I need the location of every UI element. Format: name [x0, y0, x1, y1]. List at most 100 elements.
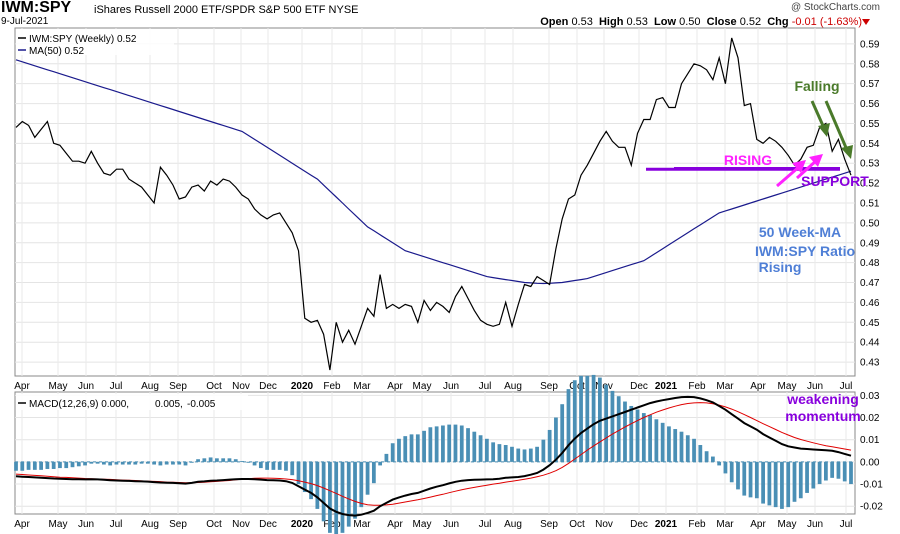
histogram-bar — [189, 461, 194, 463]
histogram-bar — [14, 461, 18, 471]
histogram-bar — [484, 438, 489, 462]
price-frame — [14, 27, 856, 377]
histogram-bar — [824, 461, 828, 481]
histogram-bar — [510, 446, 514, 462]
histogram-bar — [403, 436, 408, 462]
x-tick-label: Apr — [750, 381, 766, 392]
chg-value: -0.01 (-1.63%) — [791, 16, 862, 28]
histogram-bar — [428, 427, 433, 462]
histogram-bar — [761, 461, 765, 504]
high-value: 0.53 — [626, 16, 648, 28]
histogram-bar — [422, 430, 426, 462]
histogram-bar — [491, 442, 496, 462]
macd-x-tick-label: Mar — [353, 519, 371, 530]
macd-x-tick-label: Aug — [141, 519, 159, 530]
macd-y-tick-label: 0.01 — [860, 435, 880, 446]
histogram-bar — [748, 461, 753, 498]
ma50-line — [15, 59, 852, 285]
histogram-bar — [20, 461, 25, 471]
y-tick-label: 0.46 — [860, 298, 880, 309]
histogram-bar — [114, 461, 119, 465]
histogram-bar — [736, 461, 740, 490]
histogram-bar — [635, 409, 640, 462]
histogram-bar — [685, 435, 690, 462]
histogram-bar — [729, 461, 734, 483]
y-tick-label: 0.48 — [860, 258, 880, 269]
histogram-bar — [472, 431, 477, 462]
histogram-bar — [742, 461, 747, 496]
macd-x-tick-label: Jul — [479, 519, 492, 530]
annotation-weakening: weakening — [786, 391, 859, 407]
down-arrow-icon — [862, 19, 870, 25]
histogram-bar — [528, 448, 533, 462]
x-tick-label: Jul — [479, 381, 492, 392]
histogram-bar — [754, 461, 759, 499]
histogram-bar — [409, 434, 414, 462]
histogram-bar — [240, 460, 244, 462]
macd-x-tick-label: Oct — [206, 519, 222, 530]
y-tick-label: 0.53 — [860, 159, 880, 170]
macd-x-tick-label: Feb — [323, 519, 341, 530]
histogram-bar — [76, 461, 81, 467]
histogram-bar — [39, 461, 43, 470]
y-tick-label: 0.51 — [860, 198, 880, 209]
chart-subtitle: iShares Russell 2000 ETF/SPDR S&P 500 ET… — [94, 4, 359, 16]
macd-legend-bg — [16, 394, 248, 410]
annotation-label: RISING — [724, 152, 772, 168]
histogram-bar — [45, 461, 50, 469]
histogram-bar — [466, 428, 470, 462]
macd-x-tick-label: Feb — [688, 519, 706, 530]
histogram-bar — [365, 461, 370, 495]
histogram-bar — [70, 461, 75, 468]
histogram-bar — [139, 461, 144, 464]
macd-x-tick-label: Dec — [630, 519, 648, 530]
histogram-bar — [842, 461, 847, 482]
macd-panel: -0.02 -0.01 0.00 0.01 0.02 0.03 Apr May Jun Jul Au… — [14, 374, 883, 534]
histogram-bar — [692, 438, 696, 462]
histogram-bar — [478, 435, 483, 462]
macd-legend: MACD(12,26,9) 0.000, 0.005, -0.005 — [16, 394, 248, 410]
histogram-bar — [145, 461, 150, 464]
x-tick-label: Jul — [840, 381, 853, 392]
macd-x-tick-label: Oct — [569, 519, 585, 530]
histogram-bar — [541, 439, 546, 462]
histogram-bar — [773, 461, 778, 508]
x-tick-label: Jul — [110, 381, 123, 392]
histogram-bar — [447, 424, 452, 462]
macd-x-tick-label: May — [49, 519, 68, 530]
histogram-bar — [384, 453, 389, 462]
macd-line — [15, 395, 852, 517]
macd-x-tick-label: Mar — [716, 519, 734, 530]
histogram-bar — [340, 461, 345, 533]
histogram-bar — [767, 461, 772, 506]
x-tick-label: Jun — [443, 381, 459, 392]
histogram-bar — [554, 417, 558, 462]
x-tick-label: May — [49, 381, 68, 392]
falling-arrow-1 — [810, 100, 826, 129]
y-tick-label: 0.58 — [860, 59, 880, 70]
x-tick-label: Feb — [688, 381, 706, 392]
falling-arrowhead-1 — [818, 123, 830, 137]
histogram-bar — [202, 458, 207, 462]
histogram-bar — [346, 461, 351, 527]
histogram-bar — [723, 461, 728, 474]
y-tick-label: 0.59 — [860, 39, 880, 50]
macd-y-tick-label: 0.03 — [860, 391, 880, 402]
histogram-bar — [58, 461, 62, 469]
histogram-bar — [786, 461, 791, 508]
histogram-bar — [296, 461, 301, 485]
histogram-bar — [152, 461, 157, 465]
histogram-bar — [102, 461, 106, 465]
falling-arrowhead-2 — [841, 145, 853, 159]
histogram-bar — [453, 424, 458, 462]
macd-x-tick-label: Jun — [78, 519, 94, 530]
macd-legend-entry: 0.005, — [155, 399, 183, 410]
histogram-bar — [271, 461, 276, 470]
histogram-bar — [246, 461, 251, 463]
histogram-bar — [177, 461, 182, 465]
macd-x-tick-label: Jun — [807, 519, 823, 530]
annotation-label: Rising — [759, 259, 802, 275]
histogram-bar — [221, 458, 226, 462]
macd-x-tick-label: Jul — [840, 519, 853, 530]
x-tick-label: Dec — [630, 381, 648, 392]
